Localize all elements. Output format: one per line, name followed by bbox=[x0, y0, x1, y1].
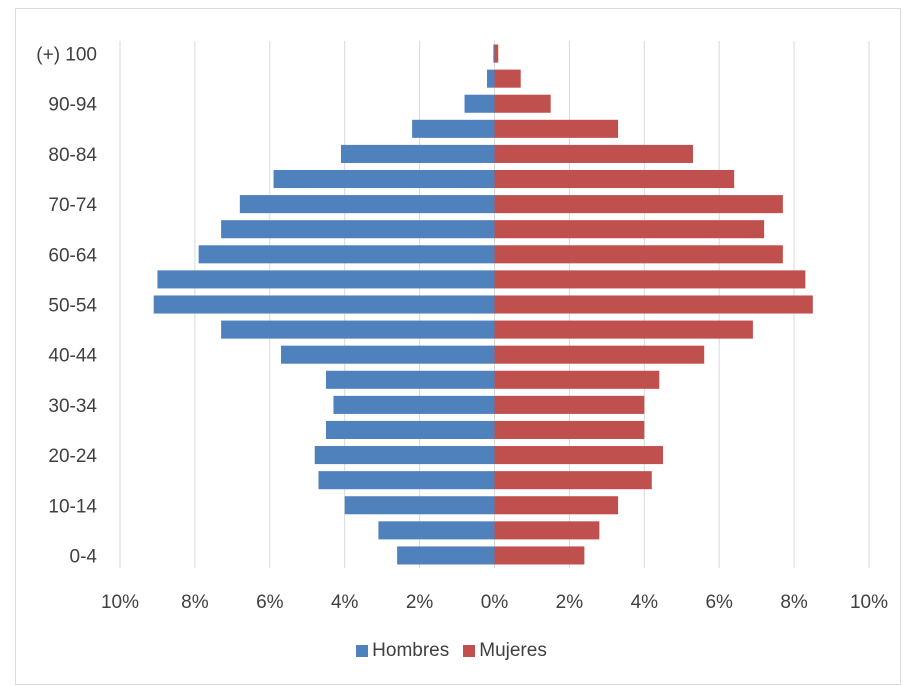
y-tick-label: 40-44 bbox=[48, 346, 97, 367]
bar-hombres bbox=[493, 44, 495, 63]
legend-item-hombres: Hombres bbox=[356, 640, 449, 662]
bar-mujeres bbox=[494, 471, 652, 490]
x-tick-label: 2% bbox=[556, 592, 584, 613]
bars bbox=[153, 44, 813, 565]
bar-mujeres bbox=[494, 245, 783, 264]
bar-hombres bbox=[281, 345, 495, 364]
x-tick-label: 6% bbox=[705, 592, 733, 613]
bar-hombres bbox=[487, 69, 495, 88]
x-tick-label: 4% bbox=[631, 592, 659, 613]
bar-mujeres bbox=[494, 420, 645, 440]
legend-swatch-hombres bbox=[356, 645, 369, 657]
bar-mujeres bbox=[494, 195, 783, 214]
bar-hombres bbox=[412, 119, 495, 138]
legend-label-hombres: Hombres bbox=[372, 640, 450, 661]
bar-mujeres bbox=[494, 320, 753, 339]
y-tick-label: 30-34 bbox=[48, 396, 97, 417]
bar-mujeres bbox=[494, 220, 765, 239]
bar-mujeres bbox=[494, 546, 585, 565]
x-tick-label: 8% bbox=[181, 592, 209, 613]
x-axis-tick-labels: 10% 8% 6% 4% 2% 0% 2% 4% 6% 8% 10% bbox=[101, 592, 888, 613]
x-tick-label: 6% bbox=[256, 592, 284, 613]
bar-mujeres bbox=[494, 44, 499, 63]
legend: Hombres Mujeres bbox=[0, 640, 903, 662]
legend-item-mujeres: Mujeres bbox=[463, 640, 547, 662]
bar-mujeres bbox=[494, 496, 619, 515]
bar-hombres bbox=[221, 220, 495, 239]
bar-hombres bbox=[239, 195, 495, 214]
bar-hombres bbox=[325, 420, 495, 440]
x-tick-label: 8% bbox=[780, 592, 808, 613]
bar-mujeres bbox=[494, 395, 645, 414]
bar-hombres bbox=[378, 521, 495, 540]
bar-mujeres bbox=[494, 119, 619, 138]
bar-hombres bbox=[153, 295, 495, 314]
bar-hombres bbox=[340, 144, 495, 163]
bar-mujeres bbox=[494, 94, 551, 113]
y-tick-label: 80-84 bbox=[48, 145, 97, 166]
bar-hombres bbox=[221, 320, 495, 339]
x-tick-label: 10% bbox=[101, 592, 139, 613]
x-tick-label: 4% bbox=[331, 592, 359, 613]
bar-hombres bbox=[157, 270, 495, 289]
bar-hombres bbox=[198, 245, 495, 264]
bar-mujeres bbox=[494, 144, 693, 163]
legend-swatch-mujeres bbox=[463, 645, 476, 657]
bar-hombres bbox=[318, 471, 495, 490]
bar-hombres bbox=[325, 370, 495, 389]
bar-mujeres bbox=[494, 69, 521, 88]
x-tick-label: 2% bbox=[406, 592, 434, 613]
bar-mujeres bbox=[494, 169, 735, 189]
bar-hombres bbox=[344, 496, 495, 515]
bar-mujeres bbox=[494, 521, 600, 540]
legend-label-mujeres: Mujeres bbox=[479, 640, 547, 661]
y-tick-label: 10-14 bbox=[48, 496, 97, 517]
x-tick-label: 10% bbox=[850, 592, 888, 613]
y-tick-label: 60-64 bbox=[48, 245, 97, 266]
bar-mujeres bbox=[494, 446, 664, 465]
y-tick-label: 20-24 bbox=[48, 446, 97, 467]
bar-hombres bbox=[464, 94, 495, 113]
bar-mujeres bbox=[494, 345, 705, 364]
y-tick-label: (+) 100 bbox=[36, 45, 97, 66]
y-tick-label: 50-54 bbox=[48, 296, 97, 317]
bar-hombres bbox=[333, 395, 495, 414]
y-tick-label: 90-94 bbox=[48, 95, 97, 116]
x-tick-label: 0% bbox=[481, 592, 509, 613]
y-axis-tick-labels: 0-4 10-14 20-24 30-34 40-44 50-54 60-64 70-74 80… bbox=[36, 45, 97, 568]
y-tick-label: 70-74 bbox=[48, 195, 97, 216]
bar-hombres bbox=[314, 446, 495, 465]
y-tick-label: 0-4 bbox=[70, 546, 98, 567]
bar-mujeres bbox=[494, 370, 660, 389]
bar-mujeres bbox=[494, 270, 806, 289]
bar-hombres bbox=[397, 546, 495, 565]
bar-hombres bbox=[273, 169, 495, 189]
bar-mujeres bbox=[494, 295, 813, 314]
